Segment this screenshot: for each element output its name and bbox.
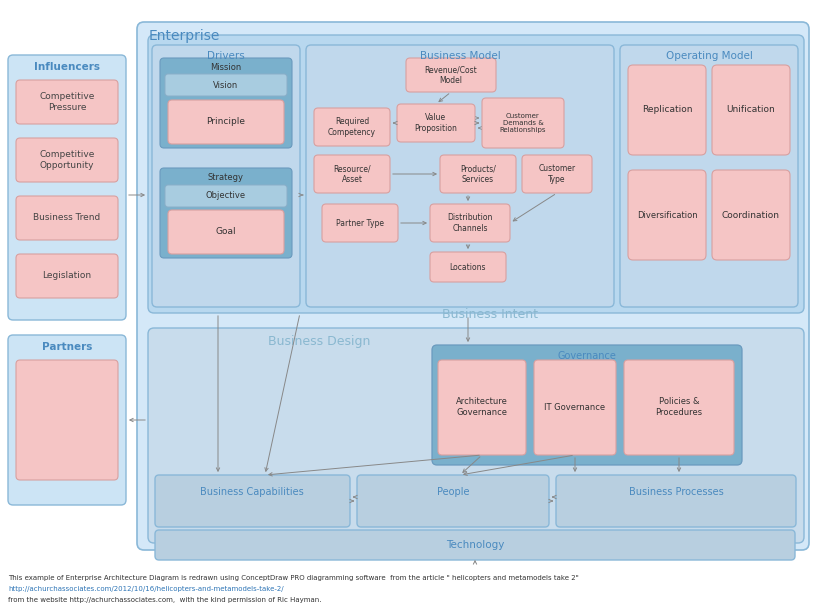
Text: Drivers: Drivers <box>207 51 245 61</box>
FancyBboxPatch shape <box>314 108 390 146</box>
Text: Partner Type: Partner Type <box>336 219 383 227</box>
Text: Goal: Goal <box>215 227 236 237</box>
FancyBboxPatch shape <box>147 35 803 313</box>
Text: Mission: Mission <box>210 63 242 73</box>
FancyBboxPatch shape <box>16 196 118 240</box>
Text: People: People <box>437 487 468 497</box>
Text: IT Governance: IT Governance <box>544 402 604 411</box>
FancyBboxPatch shape <box>168 210 283 254</box>
Text: Governance: Governance <box>557 351 616 361</box>
FancyBboxPatch shape <box>155 530 794 560</box>
FancyBboxPatch shape <box>429 204 509 242</box>
FancyBboxPatch shape <box>440 155 515 193</box>
FancyBboxPatch shape <box>8 335 126 505</box>
FancyBboxPatch shape <box>314 155 390 193</box>
FancyBboxPatch shape <box>16 80 118 124</box>
FancyBboxPatch shape <box>16 254 118 298</box>
FancyBboxPatch shape <box>627 170 705 260</box>
FancyBboxPatch shape <box>405 58 495 92</box>
FancyBboxPatch shape <box>522 155 591 193</box>
FancyBboxPatch shape <box>165 74 287 96</box>
FancyBboxPatch shape <box>168 100 283 144</box>
Text: Influencers: Influencers <box>34 62 100 72</box>
FancyBboxPatch shape <box>533 360 615 455</box>
FancyBboxPatch shape <box>137 22 808 550</box>
Text: Value
Proposition: Value Proposition <box>414 113 457 132</box>
FancyBboxPatch shape <box>165 185 287 207</box>
Text: Revenue/Cost
Model: Revenue/Cost Model <box>424 65 477 85</box>
FancyBboxPatch shape <box>16 360 118 480</box>
Text: Policies &
Procedures: Policies & Procedures <box>654 397 702 416</box>
FancyBboxPatch shape <box>152 45 300 307</box>
Text: Enterprise: Enterprise <box>149 29 220 43</box>
Text: Customer
Type: Customer Type <box>538 164 575 184</box>
Text: Required
Competency: Required Competency <box>328 117 376 137</box>
FancyBboxPatch shape <box>8 55 126 320</box>
Text: from the website http://achurchassociates.com,  with the kind permission of Ric : from the website http://achurchassociate… <box>8 597 321 603</box>
Text: Business Intent: Business Intent <box>441 309 537 322</box>
FancyBboxPatch shape <box>482 98 563 148</box>
Text: Unification: Unification <box>726 105 775 115</box>
FancyBboxPatch shape <box>711 170 789 260</box>
Text: Locations: Locations <box>449 262 486 272</box>
Text: Distribution
Channels: Distribution Channels <box>447 213 492 233</box>
Text: Coordination: Coordination <box>721 211 779 219</box>
Text: Business Processes: Business Processes <box>628 487 722 497</box>
Text: Objective: Objective <box>206 192 246 200</box>
FancyBboxPatch shape <box>322 204 397 242</box>
Text: Competitive
Opportunity: Competitive Opportunity <box>39 150 94 169</box>
Text: This example of Enterprise Architecture Diagram is redrawn using ConceptDraw PRO: This example of Enterprise Architecture … <box>8 575 578 581</box>
Text: Customer
Demands &
Relationships: Customer Demands & Relationships <box>499 113 545 133</box>
FancyBboxPatch shape <box>432 345 741 465</box>
FancyBboxPatch shape <box>555 475 795 527</box>
Text: Vision: Vision <box>213 81 238 89</box>
Text: Products/
Services: Products/ Services <box>459 164 495 184</box>
Text: Strategy: Strategy <box>208 174 244 182</box>
FancyBboxPatch shape <box>305 45 613 307</box>
Text: Principle: Principle <box>206 118 245 126</box>
FancyBboxPatch shape <box>429 252 505 282</box>
Text: Business Trend: Business Trend <box>34 214 101 222</box>
FancyBboxPatch shape <box>147 328 803 543</box>
Text: Business Model: Business Model <box>419 51 500 61</box>
FancyBboxPatch shape <box>155 475 350 527</box>
FancyBboxPatch shape <box>627 65 705 155</box>
Text: Replication: Replication <box>641 105 691 115</box>
Text: Business Capabilities: Business Capabilities <box>200 487 304 497</box>
FancyBboxPatch shape <box>623 360 733 455</box>
FancyBboxPatch shape <box>711 65 789 155</box>
Text: Technology: Technology <box>446 540 504 550</box>
Text: Partners: Partners <box>42 342 92 352</box>
FancyBboxPatch shape <box>396 104 474 142</box>
FancyBboxPatch shape <box>16 138 118 182</box>
FancyBboxPatch shape <box>619 45 797 307</box>
FancyBboxPatch shape <box>437 360 525 455</box>
Text: Architecture
Governance: Architecture Governance <box>455 397 507 416</box>
Text: http://achurchassociates.com/2012/10/16/helicopters-and-metamodels-take-2/: http://achurchassociates.com/2012/10/16/… <box>8 586 283 592</box>
Text: Diversification: Diversification <box>636 211 696 219</box>
Text: Legislation: Legislation <box>43 272 92 280</box>
Text: Resource/
Asset: Resource/ Asset <box>333 164 370 184</box>
Text: Business Design: Business Design <box>268 334 370 347</box>
FancyBboxPatch shape <box>160 58 292 148</box>
Text: Operating Model: Operating Model <box>665 51 752 61</box>
Text: Competitive
Pressure: Competitive Pressure <box>39 92 94 111</box>
FancyBboxPatch shape <box>356 475 549 527</box>
FancyBboxPatch shape <box>160 168 292 258</box>
